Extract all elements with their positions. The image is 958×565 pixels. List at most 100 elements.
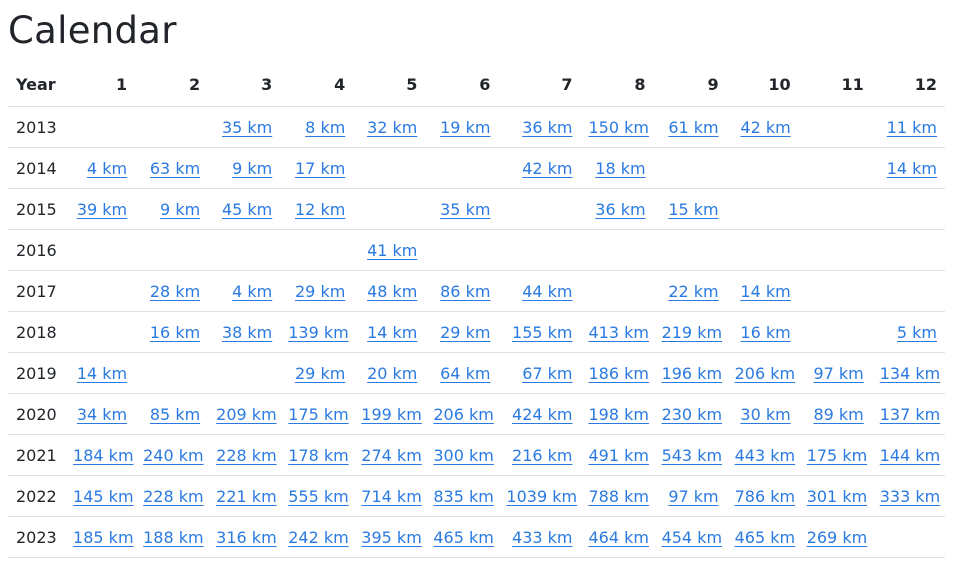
month-distance-link[interactable]: 228 km (143, 486, 204, 506)
month-distance-link[interactable]: 150 km (588, 117, 649, 137)
month-distance-link[interactable]: 4 km (86, 158, 128, 178)
month-distance-link[interactable]: 38 km (221, 322, 273, 342)
month-distance-link[interactable]: 186 km (588, 363, 649, 383)
month-distance-link[interactable]: 543 km (661, 445, 723, 465)
month-distance-link[interactable]: 15 km (668, 199, 719, 219)
month-distance-link[interactable]: 85 km (149, 404, 201, 424)
month-distance-link[interactable]: 175 km (288, 404, 349, 424)
month-distance-link[interactable]: 714 km (361, 486, 422, 506)
month-distance-link[interactable]: 39 km (76, 199, 128, 219)
month-distance-link[interactable]: 786 km (734, 486, 796, 506)
month-distance-link[interactable]: 36 km (522, 117, 573, 137)
month-distance-link[interactable]: 300 km (433, 445, 494, 465)
month-distance-link[interactable]: 219 km (661, 322, 723, 342)
month-distance-link[interactable]: 443 km (734, 445, 796, 465)
month-distance-link[interactable]: 8 km (305, 117, 346, 137)
month-distance-link[interactable]: 16 km (149, 322, 201, 342)
month-distance-link[interactable]: 42 km (740, 117, 791, 137)
month-distance-link[interactable]: 199 km (361, 404, 422, 424)
month-distance-link[interactable]: 36 km (595, 199, 646, 219)
month-distance-link[interactable]: 17 km (295, 158, 346, 178)
month-distance-link[interactable]: 9 km (160, 199, 201, 219)
month-distance-link[interactable]: 86 km (440, 281, 491, 301)
month-distance-link[interactable]: 230 km (661, 404, 723, 424)
month-distance-link[interactable]: 67 km (522, 363, 573, 383)
month-distance-link[interactable]: 242 km (288, 527, 349, 547)
month-distance-link[interactable]: 1039 km (506, 486, 578, 506)
month-distance-link[interactable]: 12 km (295, 199, 346, 219)
month-distance-link[interactable]: 454 km (661, 527, 723, 547)
month-distance-link[interactable]: 221 km (216, 486, 277, 506)
month-distance-link[interactable]: 185 km (73, 527, 134, 547)
month-distance-link[interactable]: 29 km (295, 363, 346, 383)
month-distance-link[interactable]: 464 km (588, 527, 649, 547)
month-distance-link[interactable]: 9 km (232, 158, 273, 178)
month-distance-link[interactable]: 413 km (588, 322, 649, 342)
month-distance-link[interactable]: 139 km (288, 322, 349, 342)
month-distance-link[interactable]: 30 km (740, 404, 791, 424)
month-distance-link[interactable]: 14 km (886, 158, 937, 178)
month-distance-link[interactable]: 11 km (886, 117, 937, 137)
month-distance-link[interactable]: 395 km (361, 527, 422, 547)
month-distance-link[interactable]: 14 km (76, 363, 128, 383)
month-distance-link[interactable]: 184 km (73, 445, 134, 465)
month-distance-link[interactable]: 16 km (740, 322, 791, 342)
month-distance-link[interactable]: 198 km (588, 404, 649, 424)
month-distance-link[interactable]: 209 km (216, 404, 277, 424)
month-distance-link[interactable]: 42 km (522, 158, 573, 178)
month-distance-link[interactable]: 134 km (879, 363, 941, 383)
month-distance-link[interactable]: 433 km (512, 527, 573, 547)
month-distance-link[interactable]: 175 km (806, 445, 868, 465)
month-distance-link[interactable]: 14 km (367, 322, 418, 342)
month-distance-link[interactable]: 188 km (143, 527, 204, 547)
month-distance-link[interactable]: 29 km (295, 281, 346, 301)
month-distance-link[interactable]: 155 km (512, 322, 573, 342)
column-header-month-1: 1 (65, 62, 136, 107)
month-distance-link[interactable]: 4 km (232, 281, 273, 301)
month-distance-link[interactable]: 137 km (879, 404, 941, 424)
month-distance-link[interactable]: 301 km (806, 486, 868, 506)
month-distance-link[interactable]: 28 km (149, 281, 201, 301)
month-distance-link[interactable]: 45 km (221, 199, 273, 219)
month-distance-link[interactable]: 465 km (734, 527, 796, 547)
month-distance-link[interactable]: 35 km (221, 117, 273, 137)
month-distance-link[interactable]: 19 km (440, 117, 491, 137)
month-distance-link[interactable]: 97 km (668, 486, 719, 506)
month-distance-link[interactable]: 61 km (668, 117, 719, 137)
month-distance-link[interactable]: 35 km (440, 199, 491, 219)
month-distance-link[interactable]: 18 km (595, 158, 646, 178)
month-distance-link[interactable]: 178 km (288, 445, 349, 465)
month-distance-link[interactable]: 32 km (367, 117, 418, 137)
month-distance-link[interactable]: 63 km (149, 158, 201, 178)
month-distance-link[interactable]: 333 km (879, 486, 941, 506)
month-distance-link[interactable]: 34 km (76, 404, 128, 424)
month-distance-link[interactable]: 228 km (216, 445, 277, 465)
month-distance-link[interactable]: 196 km (661, 363, 723, 383)
month-distance-link[interactable]: 206 km (734, 363, 796, 383)
month-distance-link[interactable]: 29 km (440, 322, 491, 342)
month-distance-link[interactable]: 97 km (813, 363, 864, 383)
month-distance-link[interactable]: 835 km (433, 486, 494, 506)
month-distance-link[interactable]: 64 km (440, 363, 491, 383)
month-distance-link[interactable]: 41 km (367, 240, 418, 260)
month-distance-link[interactable]: 20 km (367, 363, 418, 383)
month-distance-link[interactable]: 269 km (806, 527, 868, 547)
month-distance-link[interactable]: 206 km (433, 404, 494, 424)
month-distance-link[interactable]: 491 km (588, 445, 649, 465)
month-distance-link[interactable]: 48 km (367, 281, 418, 301)
month-distance-link[interactable]: 465 km (433, 527, 494, 547)
month-distance-link[interactable]: 44 km (522, 281, 573, 301)
month-distance-link[interactable]: 555 km (288, 486, 349, 506)
month-distance-link[interactable]: 316 km (216, 527, 277, 547)
month-distance-link[interactable]: 22 km (668, 281, 719, 301)
month-distance-link[interactable]: 144 km (879, 445, 941, 465)
month-distance-link[interactable]: 89 km (813, 404, 864, 424)
month-distance-link[interactable]: 5 km (896, 322, 937, 342)
month-distance-link[interactable]: 788 km (588, 486, 649, 506)
month-distance-link[interactable]: 424 km (512, 404, 573, 424)
month-distance-link[interactable]: 216 km (512, 445, 573, 465)
month-distance-link[interactable]: 145 km (73, 486, 134, 506)
month-distance-link[interactable]: 14 km (740, 281, 791, 301)
month-distance-link[interactable]: 274 km (361, 445, 422, 465)
month-distance-link[interactable]: 240 km (143, 445, 204, 465)
